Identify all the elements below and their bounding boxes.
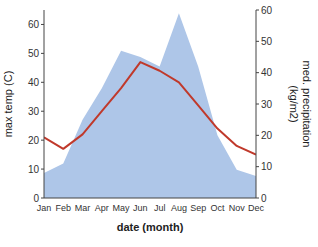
y-tick-label: 50 bbox=[28, 48, 40, 59]
x-tick-label: Jan bbox=[37, 203, 52, 213]
y2-tick-label: 30 bbox=[261, 99, 273, 110]
x-tick-label: Sep bbox=[190, 203, 206, 213]
y-axis-title: max temp (C) bbox=[2, 71, 14, 138]
x-tick-label: Mar bbox=[75, 203, 91, 213]
y-tick-label: 20 bbox=[28, 135, 40, 146]
y2-tick-label: 40 bbox=[261, 67, 273, 78]
y2-tick-label: 0 bbox=[261, 193, 267, 204]
y-tick bbox=[41, 111, 44, 112]
y2-tick bbox=[256, 104, 259, 105]
y2-axis-title-line: med. precipitation bbox=[301, 61, 313, 148]
y-tick bbox=[41, 140, 44, 141]
chart: 0 10 20 30 40 50 60 0 10 20 30 40 50 60 Jan FebMar Apr Ma… bbox=[0, 0, 318, 247]
x-tick-label: Dec bbox=[248, 203, 265, 213]
y-tick-label: 40 bbox=[28, 77, 40, 88]
x-tick-label: Nov bbox=[229, 203, 246, 213]
y2-axis-title: med. precipitation(kg/m2) bbox=[288, 61, 313, 148]
x-axis-title: date (month) bbox=[117, 221, 184, 233]
y-tick-label: 30 bbox=[28, 106, 40, 117]
y-tick bbox=[41, 53, 44, 54]
x-axis-line bbox=[44, 198, 256, 199]
y2-tick-label: 60 bbox=[261, 5, 273, 16]
y-axis-line bbox=[44, 10, 45, 198]
y-tick bbox=[41, 169, 44, 170]
y2-tick bbox=[256, 41, 259, 42]
y-tick-label: 0 bbox=[33, 193, 39, 204]
x-tick-label: May bbox=[113, 203, 131, 213]
y-tick-label: 60 bbox=[28, 19, 40, 30]
y2-tick-label: 50 bbox=[261, 36, 273, 47]
area bbox=[44, 13, 256, 198]
y-tick bbox=[41, 24, 44, 25]
line bbox=[44, 62, 256, 155]
y2-tick-label: 10 bbox=[261, 161, 273, 172]
y-tick-label: 10 bbox=[28, 164, 40, 175]
y-tick bbox=[41, 82, 44, 83]
y2-tick bbox=[256, 135, 259, 136]
y2-axis-title-line: (kg/m2) bbox=[288, 85, 300, 122]
y2-tick-label: 20 bbox=[261, 130, 273, 141]
x-tick-label: Aug bbox=[171, 203, 187, 213]
y2-tick bbox=[256, 10, 259, 11]
x-tick-label: Jun bbox=[133, 203, 148, 213]
x-tick-label: Jul bbox=[154, 203, 166, 213]
y2-tick bbox=[256, 72, 259, 73]
y2-tick bbox=[256, 198, 259, 199]
x-tick-label: Oct bbox=[210, 203, 225, 213]
y-tick bbox=[41, 198, 44, 199]
plot-area bbox=[44, 13, 256, 198]
y2-tick bbox=[256, 166, 259, 167]
x-tick-label: Apr bbox=[95, 203, 109, 213]
x-tick-label: Feb bbox=[56, 203, 72, 213]
